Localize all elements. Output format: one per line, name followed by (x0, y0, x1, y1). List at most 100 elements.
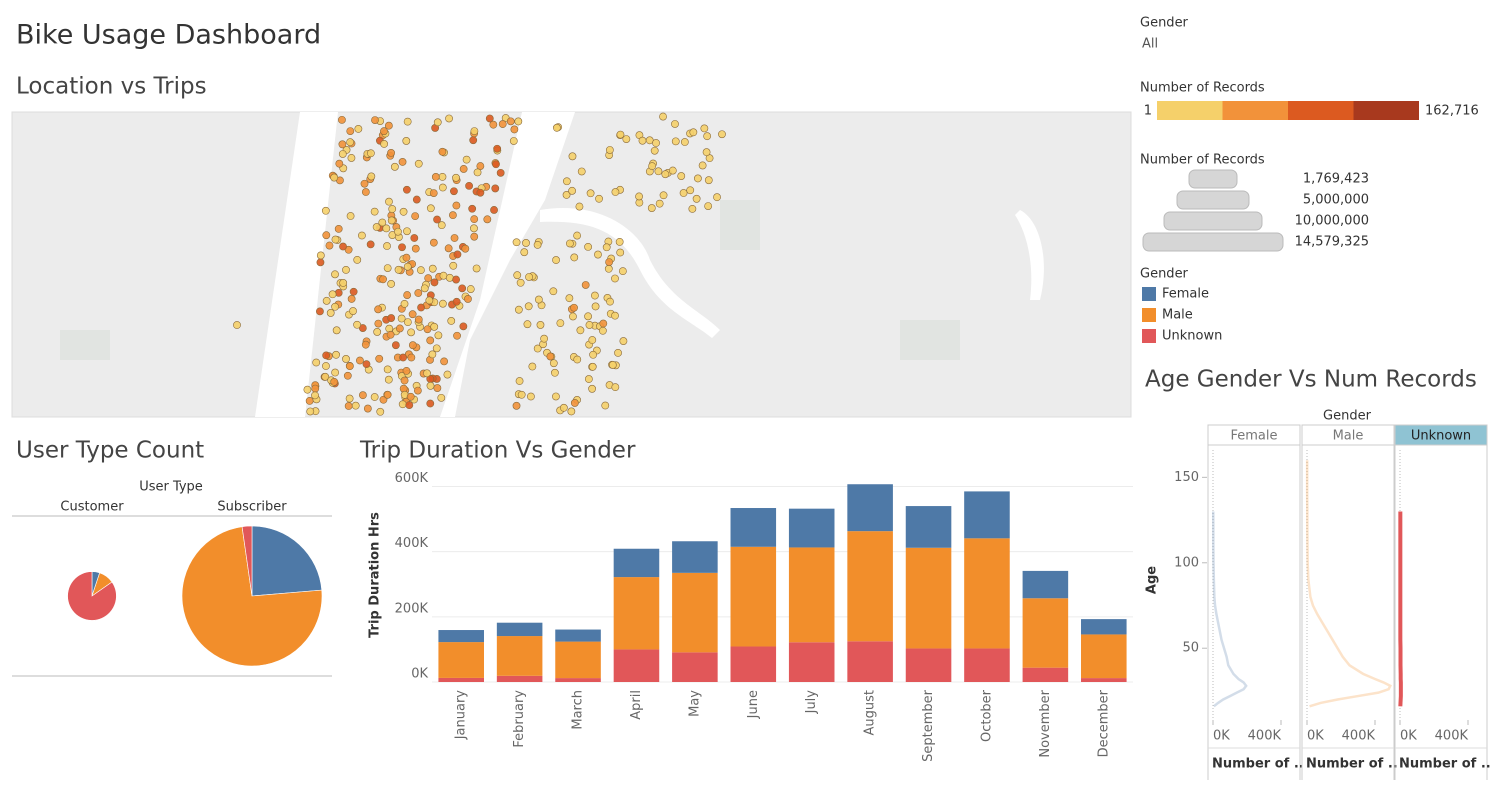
legend-max: 162,716 (1425, 104, 1479, 119)
map-point (605, 146, 614, 154)
map-point (331, 235, 340, 244)
x-tick-label: October (979, 689, 994, 742)
y-tick-label: 400K (395, 536, 429, 551)
map-point (688, 204, 697, 213)
map-point (611, 274, 619, 283)
map-point (416, 266, 425, 275)
dashboard-title: Bike Usage Dashboard (16, 20, 321, 51)
legend-swatch (1142, 329, 1156, 343)
map-point (414, 289, 423, 297)
map-point (469, 136, 478, 145)
map-point (601, 401, 610, 410)
map-point (400, 376, 409, 385)
x-tick-label: 0K (1213, 729, 1230, 744)
bar-segment (555, 641, 601, 679)
map-point (332, 350, 340, 359)
x-tick-label: 0K (1307, 729, 1324, 744)
category-label: Subscriber (217, 500, 287, 515)
map-point (614, 348, 622, 357)
map-point (517, 390, 526, 399)
legend-label[interactable]: Male (1162, 308, 1193, 323)
map-point (476, 162, 485, 170)
map-point (524, 302, 533, 311)
map-point (647, 204, 656, 212)
line (1212, 511, 1248, 708)
map-point (622, 135, 631, 143)
map-point (485, 114, 494, 123)
map-point (375, 354, 384, 363)
map-point (407, 353, 416, 362)
header: User Type (139, 480, 203, 495)
legend-swatch (1353, 101, 1419, 120)
map-point (335, 159, 344, 168)
map-point (611, 383, 620, 392)
map-point (347, 154, 356, 162)
map-point (552, 256, 560, 264)
map-point (470, 127, 479, 136)
bar-segment (964, 538, 1010, 649)
legend-title: Number of Records (1140, 153, 1265, 168)
y-axis-title: Age (1145, 566, 1160, 594)
map-point (387, 148, 395, 157)
map-point (534, 295, 543, 304)
map-point (424, 274, 433, 283)
x-axis-title: Number of .. (1306, 757, 1398, 772)
map-point (700, 124, 709, 133)
map-point (321, 372, 330, 381)
map-point (668, 166, 677, 175)
x-tick-label: February (512, 690, 527, 748)
bar-segment (1022, 570, 1069, 599)
map-point (523, 320, 532, 329)
legend-swatch (1288, 101, 1354, 120)
map-point (371, 116, 379, 124)
chart-title: Trip Duration Vs Gender (359, 438, 636, 464)
map-point (385, 197, 393, 206)
filter-value[interactable]: All (1142, 37, 1158, 52)
y-tick-label: 200K (395, 601, 429, 616)
map-point (322, 296, 331, 305)
map-point (459, 165, 468, 173)
map-point (473, 168, 482, 177)
map-point (358, 231, 366, 240)
map-point (397, 314, 406, 323)
map-point (573, 355, 582, 364)
map-point (433, 215, 441, 224)
map-point (515, 377, 524, 385)
map-point (331, 368, 340, 377)
map-point (305, 396, 314, 405)
map-point (608, 361, 617, 369)
panel-label: Female (1230, 429, 1277, 444)
map-point (330, 173, 339, 182)
map-point (411, 244, 420, 253)
bar-segment (847, 531, 893, 642)
map-point (514, 305, 523, 314)
x-tick-label: July (804, 690, 819, 715)
map-point (449, 211, 457, 220)
map-point (349, 307, 357, 315)
map-point (330, 377, 339, 386)
map-point (513, 271, 522, 280)
bar-segment (672, 572, 718, 653)
map-point (405, 401, 414, 409)
map-point (383, 365, 392, 374)
map-point (400, 299, 409, 308)
bar-segment (964, 648, 1010, 682)
legend-label: 14,579,325 (1295, 235, 1369, 250)
map-point (599, 319, 608, 328)
map-point (659, 191, 668, 200)
legend-label[interactable]: Unknown (1162, 329, 1222, 344)
map-point (533, 344, 542, 353)
map-point (322, 351, 331, 360)
map-point (384, 375, 393, 384)
map-point (483, 215, 492, 224)
line (1305, 460, 1392, 708)
map-point (351, 401, 360, 410)
map-point (450, 187, 458, 196)
map-point (429, 189, 438, 197)
map-point (522, 239, 530, 247)
map-point (379, 275, 387, 284)
map-point (452, 173, 460, 182)
chart-title: Age Gender Vs Num Records (1145, 367, 1477, 393)
legend-label[interactable]: Female (1162, 287, 1209, 302)
map-point (470, 215, 479, 224)
